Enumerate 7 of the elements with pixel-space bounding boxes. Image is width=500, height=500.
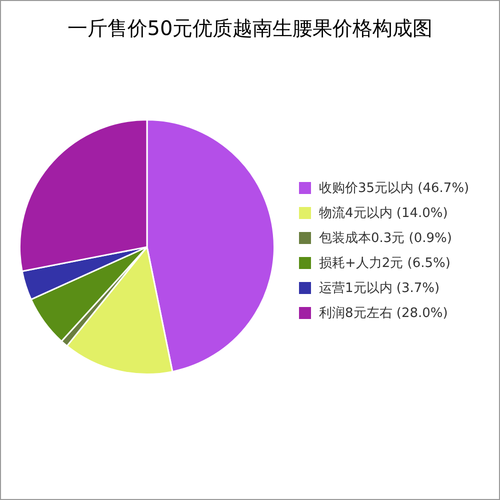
legend-label: 运营1元以内 (3.7%): [319, 280, 440, 296]
legend-label: 包装成本0.3元 (0.9%): [319, 230, 452, 246]
legend-label: 利润8元左右 (28.0%): [319, 304, 448, 322]
legend-label: 损耗+人力2元 (6.5%): [319, 254, 450, 272]
legend-label: 收购价35元以内 (46.7%): [319, 180, 470, 196]
legend-label: 物流4元以内 (14.0%): [319, 204, 448, 222]
chart-title: 一斤售价50元优质越南生腰果价格构成图: [66, 15, 434, 42]
